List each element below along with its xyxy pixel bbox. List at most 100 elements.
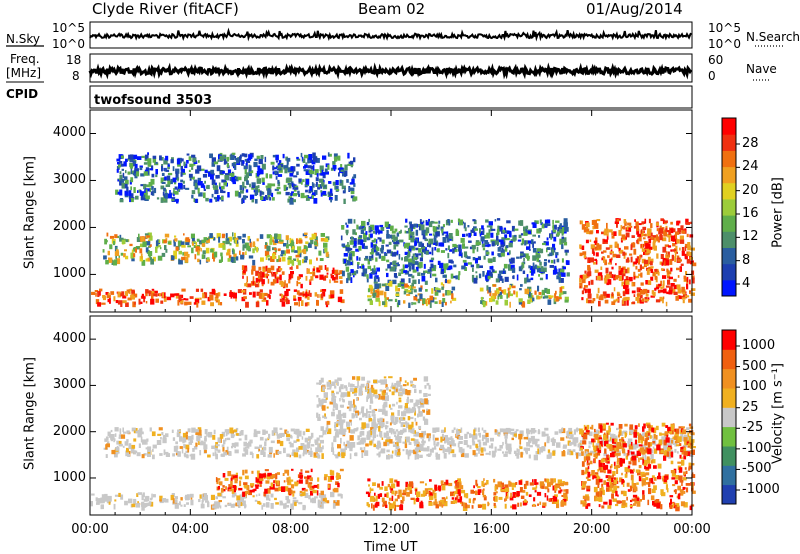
echo-cell-power — [592, 225, 595, 230]
echo-cell-power — [587, 258, 589, 263]
echo-cell-power — [117, 162, 121, 165]
echo-cell-velocity — [286, 437, 290, 442]
echo-cell-power — [555, 252, 559, 256]
echo-cell-velocity — [627, 449, 630, 456]
echo-cell-power — [661, 262, 666, 266]
echo-cell-velocity — [262, 446, 267, 451]
echo-cell-velocity — [379, 434, 383, 438]
echo-cell-power — [239, 185, 243, 190]
echo-cell-power — [674, 251, 677, 257]
echo-cell-velocity — [638, 476, 642, 482]
echo-cell-power — [624, 246, 629, 250]
echo-cell-power — [661, 237, 667, 242]
echo-cell-power — [537, 296, 541, 300]
echo-cell-velocity — [402, 489, 407, 494]
echo-cell-power — [588, 281, 591, 286]
echo-cell-power — [133, 161, 136, 166]
echo-cell-velocity — [172, 497, 175, 504]
echo-cell-power — [566, 272, 570, 277]
echo-cell-velocity — [626, 482, 630, 487]
echo-cell-power — [649, 261, 653, 266]
echo-cell-velocity — [509, 496, 514, 501]
nsearch-tick-high: 10^5 — [708, 21, 741, 35]
echo-cell-power — [369, 252, 374, 255]
echo-cell-power — [232, 181, 236, 185]
echo-cell-velocity — [341, 452, 345, 459]
echo-cell-power — [404, 251, 409, 255]
echo-cell-velocity — [291, 452, 294, 456]
echo-cell-velocity — [160, 437, 162, 440]
echo-cell-velocity — [653, 485, 657, 491]
echo-cell-velocity — [435, 443, 439, 447]
echo-cell-velocity — [682, 429, 687, 435]
echo-cell-velocity — [142, 439, 147, 445]
echo-cell-velocity — [406, 491, 410, 497]
echo-cell-power — [139, 190, 142, 196]
echo-cell-power — [555, 253, 558, 258]
echo-cell-velocity — [344, 385, 347, 389]
echo-cell-power — [666, 254, 670, 257]
echo-cell-power — [326, 272, 329, 275]
echo-cell-velocity — [588, 445, 591, 449]
echo-cell-power — [590, 300, 595, 304]
echo-cell-velocity — [386, 430, 389, 434]
echo-cell-power — [636, 228, 640, 235]
echo-cell-power — [120, 163, 124, 167]
echo-cell-power — [97, 291, 100, 297]
echo-cell-velocity — [595, 497, 600, 502]
echo-cell-power — [690, 247, 695, 251]
echo-cell-velocity — [199, 442, 204, 446]
echo-cell-velocity — [227, 451, 231, 454]
echo-cell-power — [293, 175, 298, 178]
echo-cell-power — [441, 301, 444, 307]
echo-cell-power — [312, 268, 315, 271]
echo-cell-power — [655, 299, 661, 303]
echo-cell-power — [373, 281, 378, 284]
echo-cell-power — [432, 297, 437, 300]
echo-cell-power — [651, 258, 654, 263]
echo-cell-power — [205, 247, 210, 254]
echo-cell-velocity — [242, 500, 246, 506]
echo-cell-velocity — [137, 492, 142, 495]
echo-cell-velocity — [674, 442, 677, 447]
echo-cell-velocity — [483, 478, 485, 481]
echo-cell-velocity — [183, 504, 186, 507]
echo-cell-velocity — [493, 502, 496, 506]
echo-cell-velocity — [638, 435, 643, 440]
echo-cell-velocity — [599, 424, 603, 430]
echo-cell-velocity — [369, 440, 373, 446]
echo-cell-velocity — [641, 436, 645, 442]
echo-cell-velocity — [370, 488, 374, 491]
echo-cell-velocity — [643, 423, 646, 429]
echo-cell-power — [232, 292, 237, 299]
echo-cell-power — [447, 290, 452, 296]
echo-cell-velocity — [528, 454, 531, 459]
echo-cell-velocity — [203, 441, 206, 445]
echo-cell-power — [289, 199, 294, 205]
echo-cell-power — [162, 292, 164, 298]
echo-cell-power — [561, 231, 565, 235]
echo-cell-power — [371, 239, 376, 243]
echo-cell-power — [385, 244, 389, 247]
echo-cell-power — [603, 291, 607, 297]
echo-cell-power — [286, 177, 291, 183]
echo-cell-power — [386, 272, 389, 278]
echo-cell-power — [675, 238, 678, 245]
echo-cell-power — [667, 271, 672, 275]
echo-cell-power — [290, 166, 294, 171]
echo-cell-velocity — [552, 485, 555, 491]
echo-cell-velocity — [651, 427, 655, 433]
echo-cell-velocity — [647, 442, 651, 448]
echo-cell-velocity — [361, 437, 364, 442]
echo-cell-power — [546, 219, 551, 224]
echo-cell-velocity — [645, 472, 650, 476]
echo-cell-velocity — [360, 383, 365, 388]
echo-cell-power — [542, 296, 545, 299]
echo-cell-power — [658, 283, 662, 287]
echo-cell-power — [538, 274, 540, 277]
echo-cell-power — [514, 234, 517, 238]
echo-cell-velocity — [381, 497, 385, 503]
echo-cell-power — [220, 256, 223, 262]
echo-cell-velocity — [523, 447, 527, 451]
echo-cell-power — [279, 268, 283, 271]
